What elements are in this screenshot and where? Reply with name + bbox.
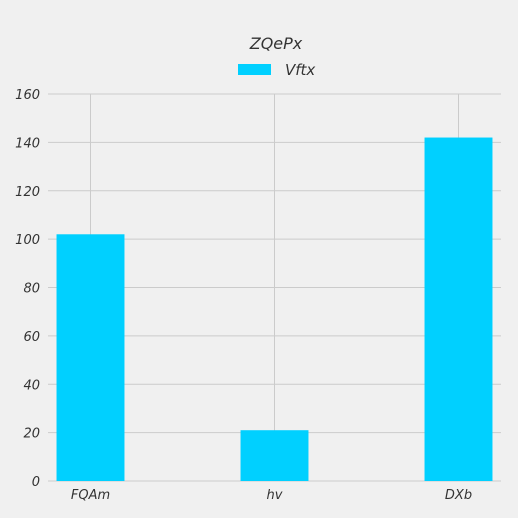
y-tick-label: 100	[15, 233, 40, 248]
x-tick-label: FQAm	[71, 488, 110, 503]
bars	[56, 137, 493, 481]
x-axis: FQAm hv DXb	[71, 488, 472, 503]
y-tick-label: 120	[15, 185, 40, 200]
legend: Vftx	[238, 61, 315, 79]
y-tick-label: 160	[15, 88, 40, 103]
y-tick-label: 0	[32, 475, 40, 490]
bar	[424, 137, 493, 481]
x-tick-label: DXb	[445, 488, 472, 503]
y-tick-label: 140	[15, 136, 40, 151]
y-tick-label: 60	[23, 330, 40, 345]
y-tick-label: 20	[23, 427, 40, 442]
y-axis: 0 20 40 60 80 100 120 140 160	[15, 88, 40, 490]
chart-title: ZQePx	[249, 34, 303, 53]
y-tick-label: 40	[23, 378, 40, 393]
bar	[56, 234, 125, 481]
x-tick-label: hv	[267, 488, 283, 503]
legend-label: Vftx	[285, 61, 315, 79]
bar	[240, 430, 309, 481]
y-tick-label: 80	[23, 282, 40, 297]
legend-swatch	[238, 64, 271, 75]
